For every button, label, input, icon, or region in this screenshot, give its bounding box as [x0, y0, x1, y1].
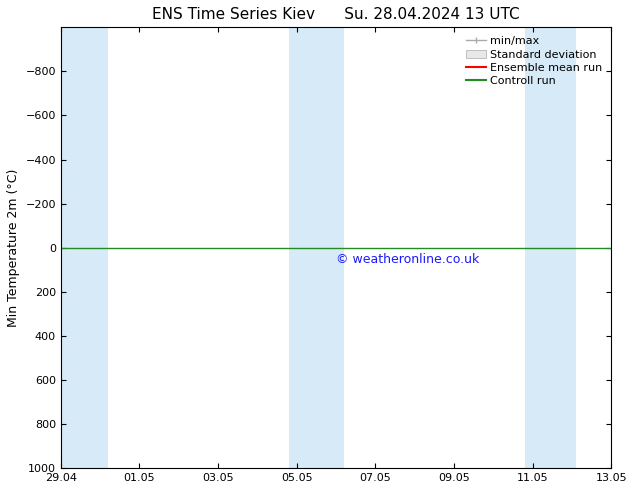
- Legend: min/max, Standard deviation, Ensemble mean run, Controll run: min/max, Standard deviation, Ensemble me…: [462, 33, 605, 90]
- Title: ENS Time Series Kiev      Su. 28.04.2024 13 UTC: ENS Time Series Kiev Su. 28.04.2024 13 U…: [152, 7, 520, 22]
- Y-axis label: Min Temperature 2m (°C): Min Temperature 2m (°C): [7, 169, 20, 327]
- Bar: [289, 27, 344, 468]
- Text: © weatheronline.co.uk: © weatheronline.co.uk: [336, 253, 479, 266]
- Bar: [57, 27, 108, 468]
- Bar: [525, 27, 576, 468]
